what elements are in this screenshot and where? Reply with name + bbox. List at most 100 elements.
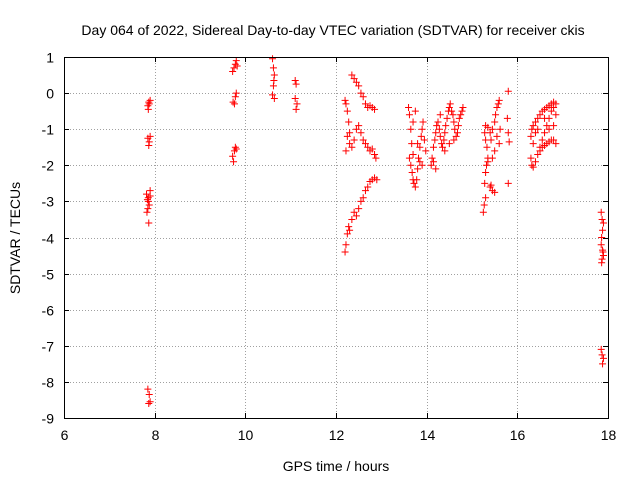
data-point xyxy=(536,147,544,155)
data-point xyxy=(486,129,494,137)
data-point xyxy=(355,122,363,130)
data-point xyxy=(445,140,453,148)
data-point xyxy=(552,140,560,148)
data-point xyxy=(439,143,447,151)
data-point xyxy=(488,154,496,162)
data-point xyxy=(410,179,418,187)
data-point xyxy=(416,143,424,151)
data-point xyxy=(487,181,495,189)
data-point xyxy=(441,129,449,137)
data-point xyxy=(292,80,300,88)
data-point xyxy=(269,55,277,63)
y-tick-label: 1 xyxy=(46,50,54,66)
data-point xyxy=(529,122,537,130)
data-point xyxy=(145,219,153,227)
data-point xyxy=(491,188,499,196)
data-point xyxy=(493,132,501,140)
data-point xyxy=(420,136,428,144)
data-point xyxy=(504,129,512,137)
data-point xyxy=(341,248,349,256)
data-point xyxy=(231,93,239,101)
data-point xyxy=(552,111,560,119)
data-point xyxy=(419,118,427,126)
data-point xyxy=(432,165,440,173)
data-point xyxy=(453,129,461,137)
data-point xyxy=(342,241,350,249)
data-point xyxy=(416,158,424,166)
data-point xyxy=(408,169,416,177)
data-point xyxy=(492,111,500,119)
data-point xyxy=(269,82,277,90)
data-point xyxy=(345,118,353,126)
data-point xyxy=(269,64,277,72)
data-point xyxy=(441,147,449,155)
data-point xyxy=(343,107,351,115)
data-point xyxy=(418,161,426,169)
data-point xyxy=(343,132,351,140)
y-tick-label: -1 xyxy=(42,122,55,138)
y-tick-label: -2 xyxy=(42,158,55,174)
data-point xyxy=(357,129,365,137)
data-point xyxy=(599,360,607,368)
y-tick-label: -3 xyxy=(42,194,55,210)
data-point xyxy=(547,107,555,115)
data-point xyxy=(494,100,502,108)
data-point xyxy=(449,111,457,119)
data-point xyxy=(371,150,379,158)
data-point xyxy=(341,96,349,104)
data-point xyxy=(458,107,466,115)
data-point xyxy=(487,136,495,144)
data-point xyxy=(229,67,237,75)
data-point xyxy=(598,234,606,241)
data-point xyxy=(359,93,367,101)
data-point xyxy=(350,208,358,216)
data-point xyxy=(491,118,499,126)
data-point xyxy=(482,169,490,177)
y-tick-label: -9 xyxy=(42,411,55,427)
data-point xyxy=(505,138,513,146)
data-point xyxy=(372,154,380,162)
data-point xyxy=(529,163,537,171)
data-point xyxy=(545,125,553,133)
data-point xyxy=(348,215,356,223)
data-point xyxy=(431,136,439,144)
y-tick-label: -4 xyxy=(42,231,55,247)
data-point xyxy=(438,140,446,148)
data-point xyxy=(407,125,415,133)
data-point xyxy=(541,129,549,137)
data-point xyxy=(529,140,537,148)
data-point xyxy=(495,96,503,104)
x-tick-label: 18 xyxy=(601,427,617,443)
data-point xyxy=(144,194,152,202)
data-point xyxy=(442,122,450,130)
data-point xyxy=(346,129,354,137)
data-point xyxy=(452,132,460,140)
data-point xyxy=(291,76,299,84)
data-point xyxy=(230,158,238,166)
data-point xyxy=(146,96,154,104)
data-point xyxy=(493,104,501,112)
x-tick-label: 14 xyxy=(420,427,436,443)
data-point xyxy=(527,154,535,162)
data-point xyxy=(345,223,353,231)
data-point xyxy=(450,118,458,126)
data-point xyxy=(536,111,544,119)
data-point xyxy=(232,57,240,65)
data-point xyxy=(483,143,491,151)
data-point xyxy=(440,136,448,144)
data-point xyxy=(483,161,491,169)
data-point xyxy=(534,114,542,122)
data-point xyxy=(598,351,606,359)
x-tick-label: 12 xyxy=(329,427,345,443)
data-point xyxy=(486,183,494,191)
data-point xyxy=(504,87,512,95)
data-point xyxy=(145,391,153,399)
data-point xyxy=(418,125,426,133)
data-point xyxy=(599,226,607,234)
data-point xyxy=(491,147,499,155)
data-point xyxy=(231,60,239,68)
x-tick-label: 10 xyxy=(238,427,254,443)
data-point xyxy=(429,158,437,166)
data-point xyxy=(496,125,504,133)
data-point xyxy=(550,136,558,144)
